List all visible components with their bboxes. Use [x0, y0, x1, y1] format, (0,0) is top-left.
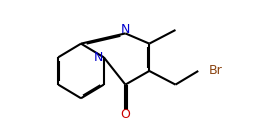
- Text: N: N: [94, 51, 103, 64]
- Text: N: N: [121, 23, 130, 36]
- Text: O: O: [120, 108, 130, 121]
- Text: Br: Br: [208, 64, 222, 78]
